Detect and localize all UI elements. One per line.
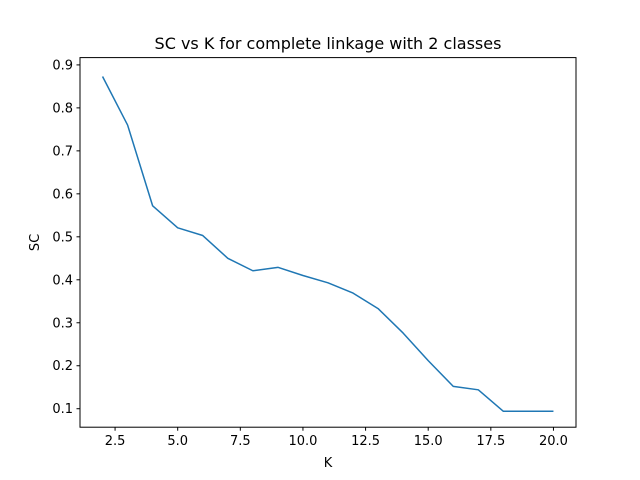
series-line: [101, 76, 554, 413]
x-tick-label: 12.5: [351, 434, 380, 449]
chart-title: SC vs K for complete linkage with 2 clas…: [155, 34, 502, 53]
x-tick-label: 17.5: [476, 434, 505, 449]
y-tick-label: 0.9: [52, 58, 73, 73]
x-tick-label: 10.0: [288, 434, 317, 449]
y-tick-label: 0.6: [52, 187, 73, 202]
y-tick-label: 0.1: [52, 402, 73, 417]
y-tick-label: 0.3: [52, 316, 73, 331]
plot-layer: 2.5 5.0 7.5 10.0 12.5 15.0 17.5 20.0 0.1 0.2 0.3 0.…: [52, 58, 568, 449]
x-axis-label: K: [324, 456, 333, 471]
y-tick-label: 0.4: [52, 273, 73, 288]
y-tick-label: 0.2: [52, 359, 73, 374]
y-axis-label: SC: [28, 234, 43, 251]
y-tick-label: 0.5: [52, 230, 73, 245]
x-tick-label: 7.5: [230, 434, 251, 449]
y-tick-label: 0.7: [52, 144, 73, 159]
x-tick-label: 15.0: [414, 434, 443, 449]
y-tick-label: 0.8: [52, 101, 73, 116]
x-tick-label: 2.5: [105, 434, 126, 449]
x-tick-label: 5.0: [167, 434, 188, 449]
x-tick-label: 20.0: [539, 434, 568, 449]
plot-frame: [79, 57, 577, 428]
